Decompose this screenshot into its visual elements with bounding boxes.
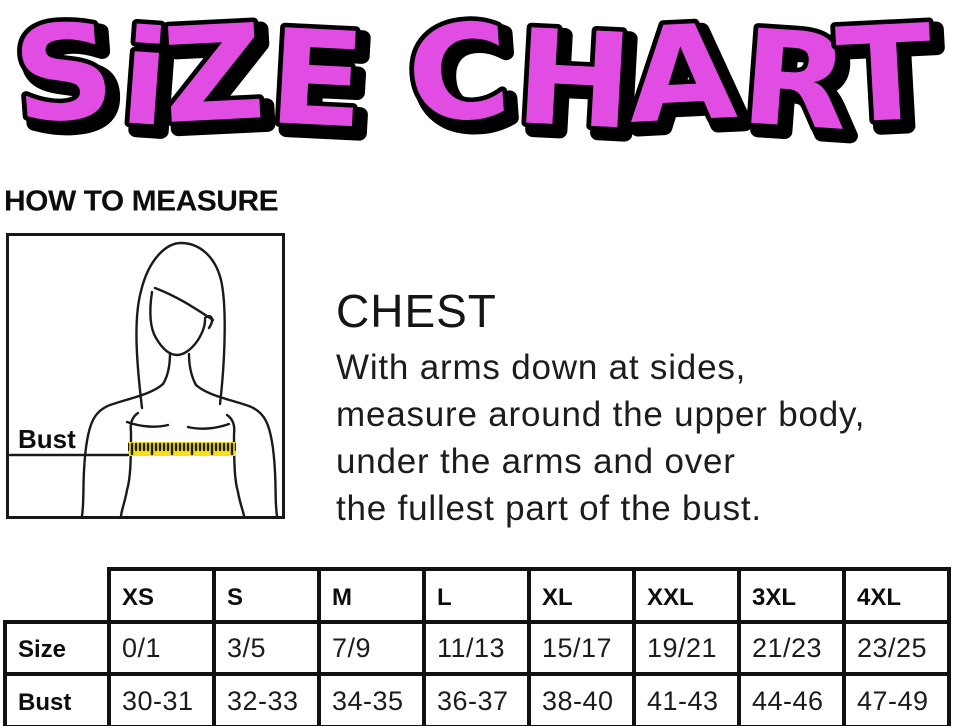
chest-instructions: CHEST With arms down at sides, measure a… <box>336 286 865 532</box>
column-header-4xl: 4XL <box>842 567 951 624</box>
table-cell: 3/5 <box>212 620 321 676</box>
size-row: Size 0/1 3/5 7/9 11/13 15/17 19/21 21/23… <box>3 620 951 676</box>
size-table: XS S M L XL XXL 3XL 4XL Size 0/1 3/5 7/9… <box>3 567 951 726</box>
column-header-m: M <box>317 567 426 624</box>
column-header-xs: XS <box>107 567 216 624</box>
column-header-xxl: XXL <box>632 567 741 624</box>
column-header-3xl: 3XL <box>737 567 846 624</box>
chest-description-line: the fullest part of the bust. <box>336 488 762 528</box>
table-cell: 47-49 <box>842 672 951 726</box>
how-to-measure-heading: HOW TO MEASURE <box>4 185 279 218</box>
title-shadow-text: SiZE CHART <box>15 0 943 167</box>
column-header-xl: XL <box>527 567 636 624</box>
row-label-bust: Bust <box>3 672 111 726</box>
table-cell: 21/23 <box>737 620 846 676</box>
chest-description-line: under the arms and over <box>336 441 736 481</box>
hair-outline <box>135 241 226 410</box>
right-shoulder-arm-outline <box>194 383 279 516</box>
chest-heading: CHEST <box>336 285 497 337</box>
table-cell: 30-31 <box>107 672 216 726</box>
column-header-s: S <box>212 567 321 624</box>
bust-row: Bust 30-31 32-33 34-35 36-37 38-40 41-43… <box>3 672 951 726</box>
torso-right-line <box>225 413 246 516</box>
empty-corner-cell <box>5 569 109 622</box>
chest-description-line: With arms down at sides, <box>336 347 747 387</box>
chest-description-line: measure around the upper body, <box>336 394 866 434</box>
torso-left-line <box>119 411 140 516</box>
neck-right-line <box>187 352 198 387</box>
measuring-tape-ticks <box>128 442 236 456</box>
title-text: SiZE CHART <box>8 0 936 160</box>
hair-fringe-line <box>153 286 215 322</box>
table-cell: 41-43 <box>632 672 741 726</box>
table-cell: 15/17 <box>527 620 636 676</box>
table-cell: 11/13 <box>422 620 531 676</box>
size-table-header-row: XS S M L XL XXL 3XL 4XL <box>5 567 951 624</box>
left-shoulder-arm-outline <box>80 382 165 516</box>
table-cell: 7/9 <box>317 620 426 676</box>
table-cell: 34-35 <box>317 672 426 726</box>
table-cell: 0/1 <box>107 620 216 676</box>
table-cell: 23/25 <box>842 620 951 676</box>
table-cell: 38-40 <box>527 672 636 726</box>
woman-figure-illustration <box>9 241 279 516</box>
left-collarbone-line <box>125 420 170 428</box>
table-cell: 32-33 <box>212 672 321 726</box>
measurement-diagram: Bust <box>6 233 285 519</box>
table-cell: 36-37 <box>422 672 531 726</box>
ear-outline <box>203 315 214 330</box>
table-cell: 19/21 <box>632 620 741 676</box>
size-chart-title: SiZE CHART SiZE CHART <box>4 0 951 168</box>
neck-left-line <box>161 351 172 386</box>
face-outline <box>149 290 207 357</box>
table-cell: 44-46 <box>737 672 846 726</box>
right-collarbone-line <box>186 422 231 430</box>
column-header-l: L <box>422 567 531 624</box>
row-label-size: Size <box>3 620 111 676</box>
chest-description: With arms down at sides, measure around … <box>336 344 865 532</box>
bust-label: Bust <box>18 424 76 454</box>
